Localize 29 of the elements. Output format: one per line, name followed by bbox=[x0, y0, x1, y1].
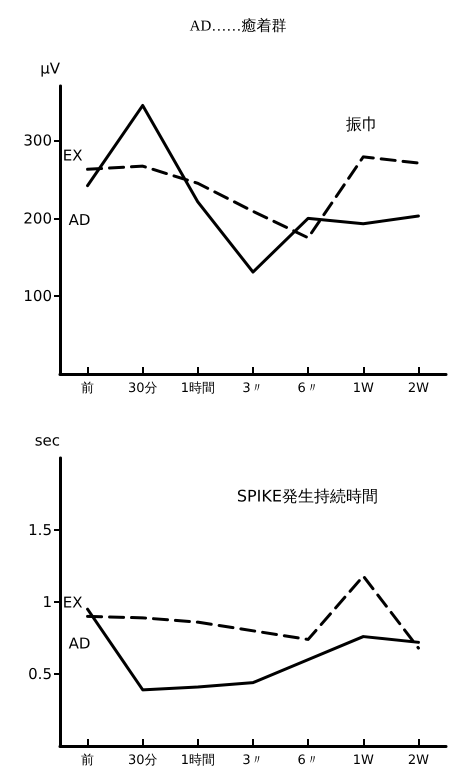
x-tick-label: 1時間 bbox=[180, 753, 215, 768]
y-tick-label: 100 bbox=[23, 287, 52, 306]
series-label: EX bbox=[62, 146, 83, 164]
x-tick-label: 前 bbox=[81, 753, 94, 768]
series-label: AD bbox=[68, 211, 90, 230]
x-tick-label: 前 bbox=[81, 381, 94, 396]
x-tick-label: 6〃 bbox=[298, 381, 319, 396]
annotation: 振巾 bbox=[346, 114, 378, 134]
y-tick-label: 1 bbox=[42, 593, 52, 611]
x-tick-label: 30分 bbox=[128, 753, 158, 768]
x-tick-label: 3〃 bbox=[242, 753, 264, 768]
x-tick-label: 1時間 bbox=[180, 381, 215, 396]
y-tick-label: 200 bbox=[23, 209, 52, 228]
chart-title: AD……癒着群 bbox=[190, 18, 286, 34]
x-tick-label: 6〃 bbox=[298, 753, 319, 768]
annotation: SPIKE発生持続時間 bbox=[236, 486, 378, 506]
series-label: EX bbox=[62, 593, 83, 612]
y-axis-title: sec bbox=[34, 432, 60, 450]
y-tick-label: 0.5 bbox=[28, 665, 52, 683]
series-label: AD bbox=[68, 634, 90, 653]
x-tick-label: 30分 bbox=[128, 381, 158, 396]
x-tick-label: 2W bbox=[408, 753, 430, 768]
y-tick-label: 300 bbox=[23, 131, 52, 150]
x-tick-label: 2W bbox=[408, 381, 430, 396]
y-axis-title: µV bbox=[40, 60, 61, 78]
x-tick-label: 1W bbox=[352, 753, 374, 768]
x-tick-label: 3〃 bbox=[242, 381, 264, 396]
x-tick-label: 1W bbox=[352, 381, 374, 396]
y-tick-label: 1.5 bbox=[28, 521, 52, 539]
